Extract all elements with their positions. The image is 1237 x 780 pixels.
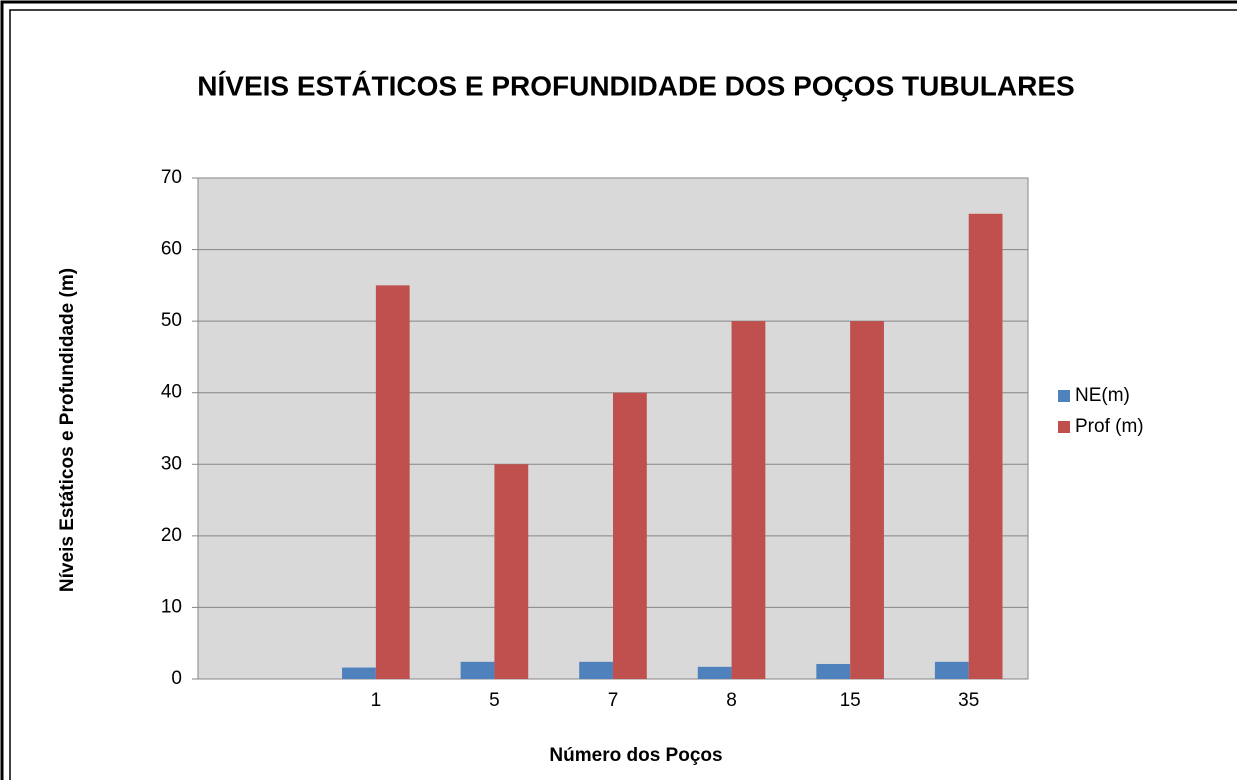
bar [342, 667, 376, 679]
x-tick-label: 7 [608, 690, 619, 711]
legend-swatch [1058, 421, 1070, 433]
y-axis-label: Níveis Estáticos e Profundidade (m) [57, 268, 78, 592]
legend-label: NE(m) [1075, 385, 1130, 406]
y-tick-label: 70 [161, 167, 182, 188]
x-tick-label: 5 [489, 690, 500, 711]
x-tick-label: 1 [371, 690, 382, 711]
bar [460, 661, 495, 679]
bar [934, 661, 969, 679]
x-tick-label: 8 [726, 690, 737, 711]
y-tick-label: 30 [161, 453, 182, 474]
y-tick-label: 60 [161, 239, 182, 260]
bar [613, 392, 647, 679]
bar [494, 464, 529, 679]
y-tick-label: 10 [161, 596, 182, 617]
bar [375, 285, 410, 679]
bar [850, 321, 884, 679]
legend-label: Prof (m) [1075, 416, 1144, 437]
bar [697, 666, 732, 679]
bar [579, 661, 613, 679]
y-tick-label: 50 [161, 310, 182, 331]
y-tick-label: 20 [161, 525, 182, 546]
chart-title: NÍVEIS ESTÁTICOS E PROFUNDIDADE DOS POÇO… [197, 70, 1074, 101]
y-tick-label: 0 [171, 668, 182, 689]
inner-frame [9, 9, 1237, 780]
x-tick-label: 35 [958, 690, 979, 711]
bar [816, 663, 851, 679]
x-tick-label: 15 [840, 690, 861, 711]
bar [731, 321, 766, 679]
y-tick-label: 40 [161, 382, 182, 403]
x-axis-label: Número dos Poços [549, 745, 722, 766]
legend-swatch [1058, 390, 1070, 402]
bar [968, 213, 1003, 680]
